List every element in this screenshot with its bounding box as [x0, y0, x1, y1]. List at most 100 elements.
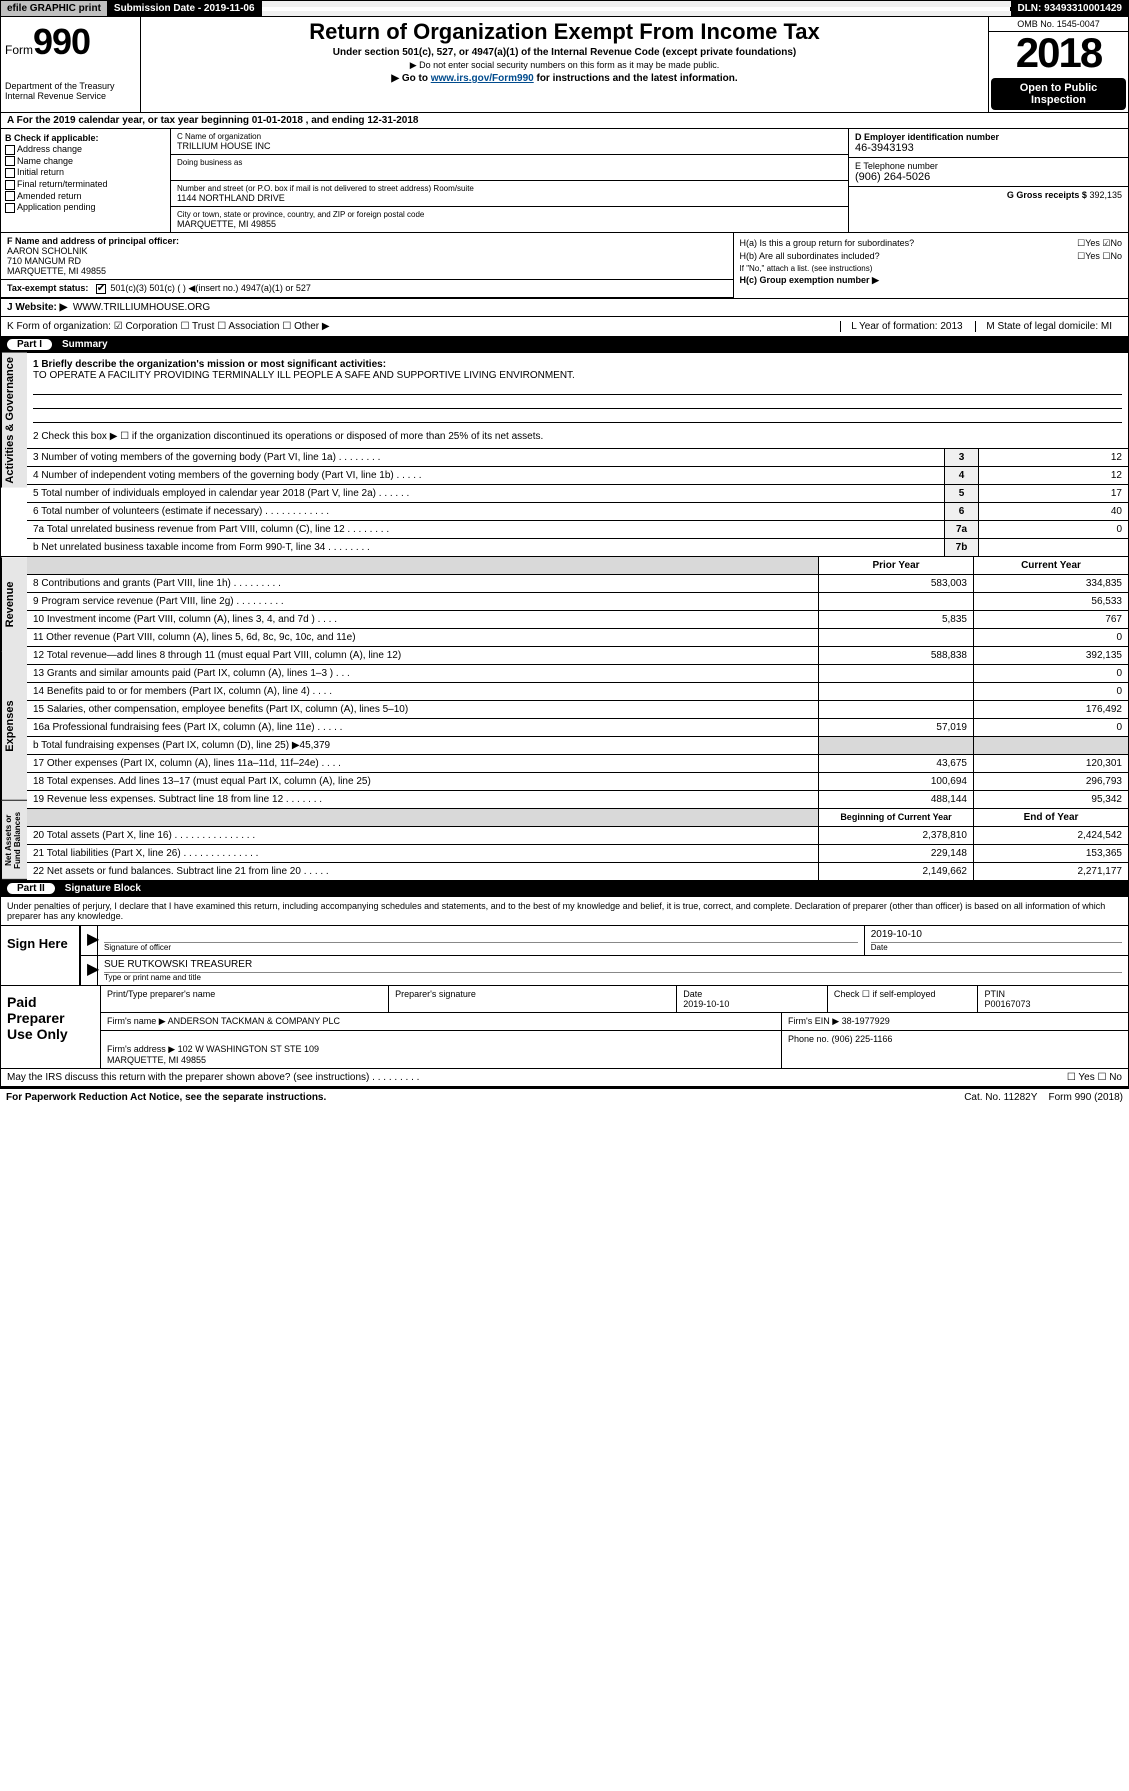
chk-501c3[interactable]: [96, 284, 106, 294]
financial-row: 11 Other revenue (Part VIII, column (A),…: [27, 629, 1128, 647]
financial-row: 16a Professional fundraising fees (Part …: [27, 719, 1128, 737]
gross-receipts-label: G Gross receipts $: [1007, 190, 1087, 200]
chk-final-return[interactable]: Final return/terminated: [5, 179, 166, 190]
firm-name: ANDERSON TACKMAN & COMPANY PLC: [168, 1016, 340, 1026]
goto-link-line: ▶ Go to www.irs.gov/Form990 for instruct…: [147, 73, 982, 84]
box-m-state: M State of legal domicile: MI: [975, 321, 1122, 332]
chk-amended[interactable]: Amended return: [5, 191, 166, 202]
ein-value: 46-3943193: [855, 142, 1122, 154]
row-klm: K Form of organization: ☑ Corporation ☐ …: [0, 317, 1129, 337]
tax-year: 2018: [989, 32, 1128, 76]
vtab-net-assets: Net Assets or Fund Balances: [1, 801, 27, 880]
dln-label: DLN: 93493310001429: [1011, 1, 1128, 16]
org-city: MARQUETTE, MI 49855: [177, 219, 842, 229]
gross-receipts-value: 392,135: [1089, 190, 1122, 200]
financial-row: 19 Revenue less expenses. Subtract line …: [27, 791, 1128, 808]
financial-row: 13 Grants and similar amounts paid (Part…: [27, 665, 1128, 683]
city-label: City or town, state or province, country…: [177, 210, 842, 219]
perjury-statement: Under penalties of perjury, I declare th…: [1, 897, 1128, 925]
box-j-website: J Website: ▶ WWW.TRILLIUMHOUSE.ORG: [0, 298, 1129, 317]
org-name-label: C Name of organization: [177, 132, 842, 141]
box-k-form-org: K Form of organization: ☑ Corporation ☐ …: [7, 321, 330, 332]
org-address: 1144 NORTHLAND DRIVE: [177, 193, 842, 203]
officer-name: SUE RUTKOWSKI TREASURER: [104, 959, 1122, 973]
sub-title: Under section 501(c), 527, or 4947(a)(1)…: [147, 47, 982, 58]
firm-ein: 38-1977929: [842, 1016, 890, 1026]
financial-row: 21 Total liabilities (Part X, line 26) .…: [27, 845, 1128, 863]
financial-row: 15 Salaries, other compensation, employe…: [27, 701, 1128, 719]
mission-text: TO OPERATE A FACILITY PROVIDING TERMINAL…: [33, 370, 1122, 381]
submission-date: Submission Date - 2019-11-06: [108, 1, 262, 16]
part1-body: Activities & Governance 1 Briefly descri…: [0, 353, 1129, 557]
box-b-checkboxes: B Check if applicable: Address change Na…: [1, 129, 171, 232]
self-employed-check[interactable]: Check ☐ if self-employed: [827, 986, 978, 1012]
financial-row: 18 Total expenses. Add lines 13–17 (must…: [27, 773, 1128, 791]
open-to-public-badge: Open to Public Inspection: [991, 78, 1126, 110]
sign-here-label: Sign Here: [1, 926, 81, 985]
sig-date: 2019-10-10: [871, 929, 1122, 943]
form-header: Form990 Department of the Treasury Inter…: [0, 17, 1129, 113]
part2-header: Part II Signature Block: [0, 881, 1129, 897]
col-prior-year: Prior Year: [818, 557, 973, 574]
top-bar: efile GRAPHIC print Submission Date - 20…: [0, 0, 1129, 17]
phone-label: E Telephone number: [855, 161, 1122, 171]
tax-year-range: A For the 2019 calendar year, or tax yea…: [0, 113, 1129, 129]
ptin-value: P00167073: [984, 999, 1030, 1009]
box-l-year: L Year of formation: 2013: [840, 321, 972, 332]
sig-officer-label: Signature of officer: [104, 943, 858, 952]
prep-sig-label: Preparer's signature: [388, 986, 676, 1012]
line2-discontinued: 2 Check this box ▶ ☐ if the organization…: [33, 431, 1122, 442]
financial-summary: Revenue Expenses Net Assets or Fund Bala…: [0, 557, 1129, 881]
financial-row: 22 Net assets or fund balances. Subtract…: [27, 863, 1128, 880]
governance-row: 7a Total unrelated business revenue from…: [27, 521, 1128, 539]
org-name: TRILLIUM HOUSE INC: [177, 141, 842, 151]
dba-label: Doing business as: [177, 158, 842, 167]
financial-row: 17 Other expenses (Part IX, column (A), …: [27, 755, 1128, 773]
financial-row: 12 Total revenue—add lines 8 through 11 …: [27, 647, 1128, 664]
website-value: WWW.TRILLIUMHOUSE.ORG: [73, 302, 210, 313]
org-info-block: B Check if applicable: Address change Na…: [0, 129, 1129, 232]
prep-name-label: Print/Type preparer's name: [101, 986, 388, 1012]
ha-answer: ☐Yes ☑No: [1077, 238, 1122, 249]
addr-label: Number and street (or P.O. box if mail i…: [177, 184, 842, 193]
governance-row: 5 Total number of individuals employed i…: [27, 485, 1128, 503]
financial-row: 10 Investment income (Part VIII, column …: [27, 611, 1128, 629]
main-title: Return of Organization Exempt From Incom…: [147, 19, 982, 45]
signature-block: Under penalties of perjury, I declare th…: [0, 897, 1129, 1087]
chk-initial-return[interactable]: Initial return: [5, 167, 166, 178]
vtab-activities: Activities & Governance: [1, 353, 27, 488]
col-beginning: Beginning of Current Year: [818, 809, 973, 826]
vtab-expenses: Expenses: [1, 652, 27, 801]
paid-preparer-label: Paid Preparer Use Only: [1, 986, 101, 1068]
governance-row: 6 Total number of volunteers (estimate i…: [27, 503, 1128, 521]
financial-row: 14 Benefits paid to or for members (Part…: [27, 683, 1128, 701]
hb-answer: ☐Yes ☐No: [1077, 251, 1122, 262]
financial-row: 9 Program service revenue (Part VIII, li…: [27, 593, 1128, 611]
box-i-tax-status: Tax-exempt status: 501(c)(3) 501(c) ( ) …: [1, 280, 733, 298]
part1-header: Part I Summary: [0, 337, 1129, 353]
chk-app-pending[interactable]: Application pending: [5, 202, 166, 213]
irs-link[interactable]: www.irs.gov/Form990: [431, 73, 534, 84]
box-h-group: H(a) Is this a group return for subordin…: [734, 233, 1128, 298]
page-footer: For Paperwork Reduction Act Notice, see …: [0, 1087, 1129, 1106]
financial-row: 8 Contributions and grants (Part VIII, l…: [27, 575, 1128, 593]
vtab-revenue: Revenue: [1, 557, 27, 652]
ein-label: D Employer identification number: [855, 132, 1122, 142]
box-f-officer: F Name and address of principal officer:…: [1, 233, 733, 280]
ssn-note: ▶ Do not enter social security numbers o…: [147, 60, 982, 71]
col-current-year: Current Year: [973, 557, 1128, 574]
form-number: Form990: [5, 21, 136, 63]
col-end-year: End of Year: [973, 809, 1128, 826]
governance-row: b Net unrelated business taxable income …: [27, 539, 1128, 556]
officer-status-block: F Name and address of principal officer:…: [0, 232, 1129, 298]
firm-phone: (906) 225-1166: [832, 1034, 893, 1044]
financial-row: b Total fundraising expenses (Part IX, c…: [27, 737, 1128, 755]
chk-name-change[interactable]: Name change: [5, 156, 166, 167]
chk-address-change[interactable]: Address change: [5, 144, 166, 155]
financial-row: 20 Total assets (Part X, line 16) . . . …: [27, 827, 1128, 845]
governance-row: 4 Number of independent voting members o…: [27, 467, 1128, 485]
discuss-question: May the IRS discuss this return with the…: [7, 1072, 419, 1083]
dept-label: Department of the Treasury Internal Reve…: [5, 81, 136, 101]
discuss-answer[interactable]: ☐ Yes ☐ No: [1067, 1072, 1122, 1083]
efile-print-button[interactable]: efile GRAPHIC print: [1, 1, 108, 16]
